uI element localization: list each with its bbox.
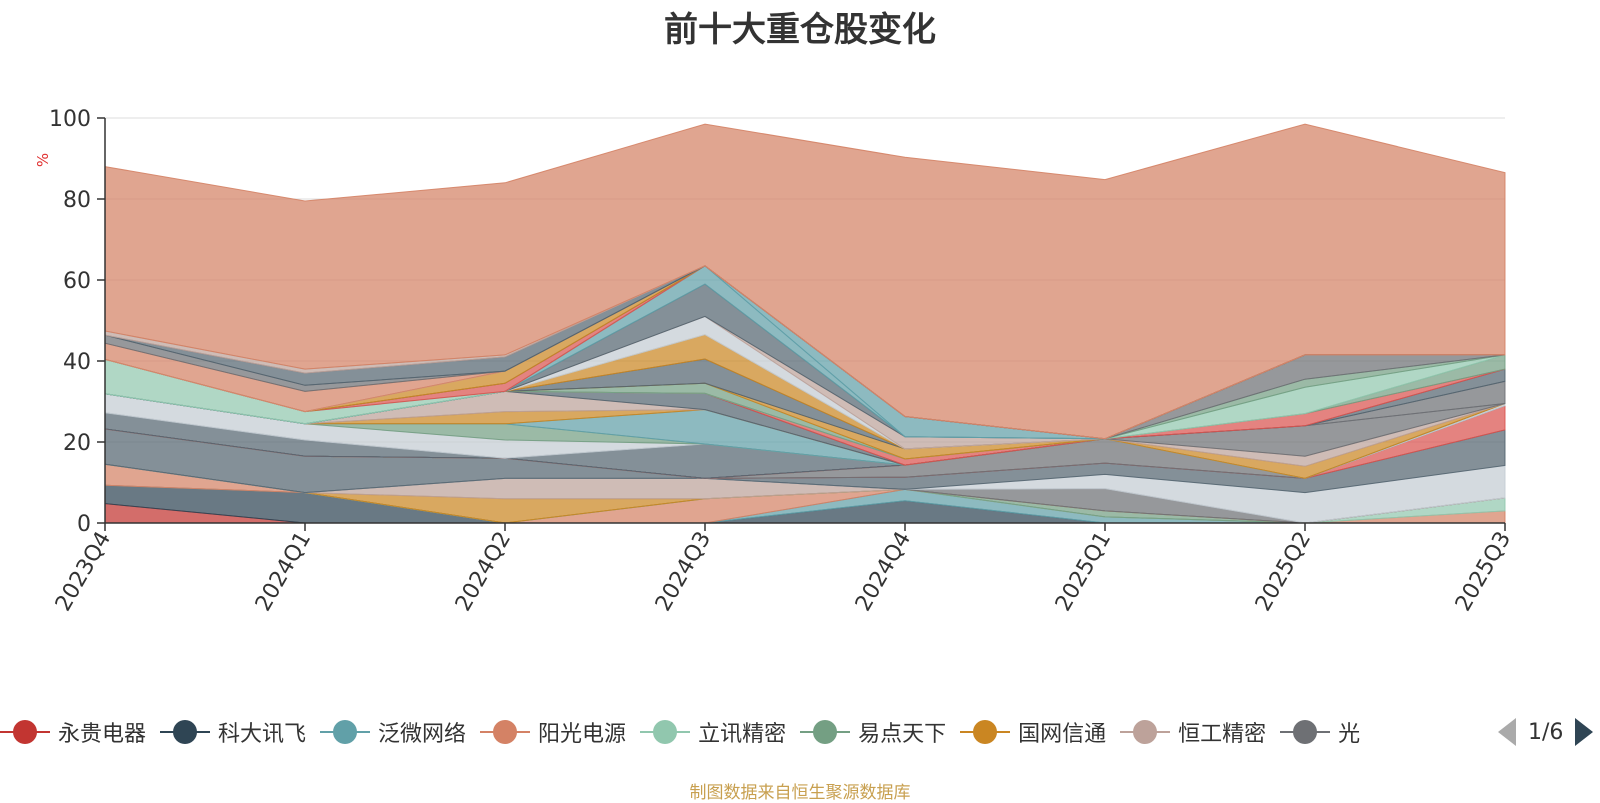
y-tick-label: 40 (63, 350, 91, 375)
x-tick-label: 2025Q1 (1051, 528, 1116, 616)
legend-marker-icon (480, 718, 531, 746)
legend-marker-icon (1280, 718, 1331, 746)
x-tick-label: 2023Q4 (51, 528, 116, 616)
y-tick-label: 60 (63, 269, 91, 294)
next-page-icon[interactable] (1575, 718, 1594, 746)
legend-item[interactable]: 立讯精密 (640, 712, 786, 752)
legend-label: 易点天下 (858, 722, 947, 747)
y-tick-label: 20 (63, 431, 91, 456)
x-tick-label: 2025Q2 (1251, 528, 1316, 616)
x-tick-label: 2024Q1 (251, 528, 316, 616)
x-tick-label: 2025Q3 (1451, 528, 1516, 616)
legend-pager: 1/6 (1498, 712, 1594, 752)
y-unit-label: % (34, 153, 52, 167)
legend-marker-icon (640, 718, 691, 746)
x-tick-label: 2024Q4 (851, 528, 916, 616)
x-tick-label: 2024Q2 (451, 528, 516, 616)
legend-item[interactable]: 国网信通 (960, 712, 1106, 752)
legend-marker-icon (960, 718, 1011, 746)
stacked-areas (104, 123, 1506, 524)
source-note: 制图数据来自恒生聚源数据库 (689, 783, 911, 803)
chart-title: 前十大重仓股变化 (664, 10, 936, 50)
legend-item[interactable]: 恒工精密 (1120, 712, 1266, 752)
y-tick-label: 0 (77, 512, 91, 537)
legend-marker-icon (800, 718, 851, 746)
prev-page-icon[interactable] (1498, 718, 1516, 746)
x-tick-label: 2024Q3 (651, 528, 716, 616)
legend-item[interactable]: 光 (1280, 712, 1360, 752)
series-area (104, 123, 1506, 440)
legend-marker-icon (1120, 718, 1171, 746)
legend-label: 恒工精密 (1178, 722, 1267, 747)
legend-marker-icon (320, 718, 371, 746)
legend-label: 科大讯飞 (218, 722, 307, 747)
legend-label: 泛微网络 (378, 722, 467, 747)
legend: 永贵电器 科大讯飞 泛微网络 阳光电源 立讯精密 易点天下 国网信通 恒工精密 光 (0, 712, 1470, 752)
legend-marker-icon (160, 718, 211, 746)
legend-label: 国网信通 (1018, 722, 1107, 747)
legend-label: 阳光电源 (538, 722, 627, 747)
legend-marker-icon (0, 718, 50, 746)
legend-item[interactable]: 永贵电器 (0, 712, 146, 752)
legend-item[interactable]: 泛微网络 (320, 712, 466, 752)
legend-item[interactable]: 阳光电源 (480, 712, 626, 752)
y-tick-label: 80 (63, 188, 91, 213)
legend-label: 光 (1338, 722, 1361, 747)
legend-item[interactable]: 易点天下 (800, 712, 946, 752)
legend-page-indicator: 1/6 (1528, 719, 1564, 745)
legend-label: 立讯精密 (698, 722, 787, 747)
y-tick-label: 100 (49, 107, 91, 132)
legend-label: 永贵电器 (58, 722, 147, 747)
legend-item[interactable]: 科大讯飞 (160, 712, 306, 752)
